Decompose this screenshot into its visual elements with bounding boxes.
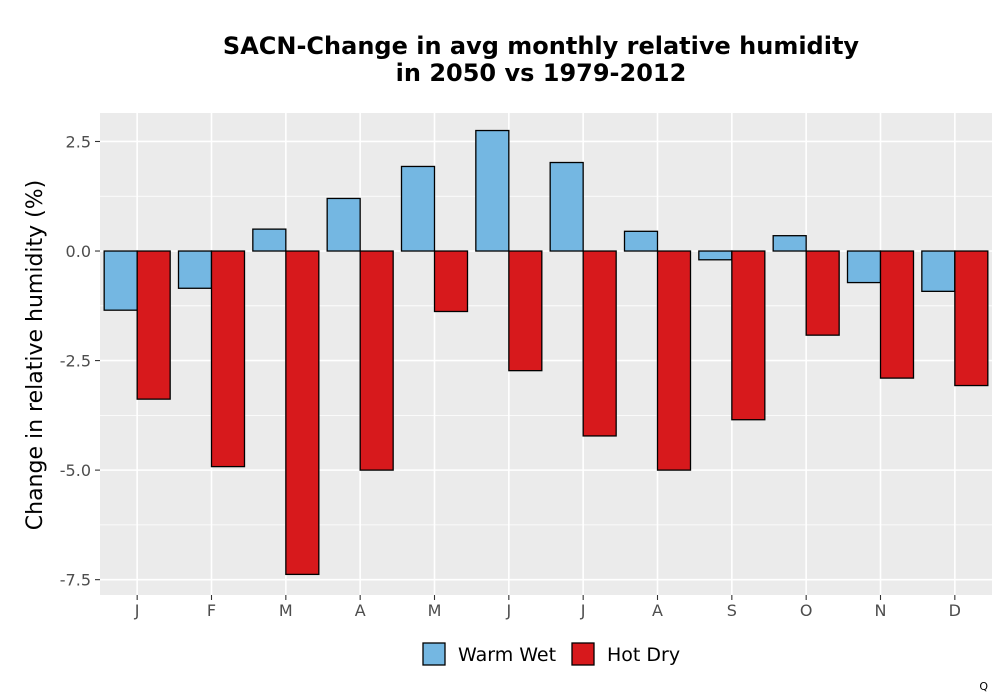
y-tick-label: 2.5 — [66, 132, 91, 151]
legend: Warm Wet Hot Dry — [422, 642, 680, 666]
bar-warm-wet-5 — [475, 129, 510, 252]
bar-warm-wet-4 — [400, 165, 436, 252]
x-tick-label: M — [428, 601, 442, 620]
y-axis-title: Change in relative humidity (%) — [23, 180, 48, 530]
legend-key — [571, 642, 595, 666]
x-tick-label: A — [355, 601, 366, 620]
x-tick-label: J — [134, 601, 140, 620]
x-tick-label: J — [580, 601, 586, 620]
bar-hot-dry-1 — [210, 250, 246, 468]
bar-warm-wet-1 — [177, 250, 213, 289]
chart-title-line-2: in 2050 vs 1979-2012 — [396, 59, 687, 87]
bar-warm-wet-9 — [772, 235, 807, 252]
bar-hot-dry-8 — [731, 250, 766, 421]
grid-minor — [100, 195, 992, 526]
x-tick-label: A — [652, 601, 663, 620]
bar-hot-dry-4 — [433, 250, 469, 313]
x-tick-label: S — [727, 601, 737, 620]
bar-hot-dry-9 — [805, 250, 840, 336]
bar-warm-wet-7 — [623, 230, 659, 252]
bar-warm-wet-8 — [698, 250, 733, 261]
y-tick-label: -5.0 — [60, 461, 91, 480]
x-tick-label: F — [207, 601, 216, 620]
legend-label: Hot Dry — [607, 644, 680, 666]
x-tick-label: O — [800, 601, 813, 620]
bar-warm-wet-0 — [103, 250, 138, 311]
bar-warm-wet-2 — [252, 228, 287, 252]
bar-hot-dry-3 — [359, 250, 394, 471]
legend-key — [422, 642, 446, 666]
x-tick-label: N — [875, 601, 887, 620]
bar-hot-dry-11 — [954, 250, 989, 387]
x-tick-label: D — [949, 601, 961, 620]
corner-mark: Q — [979, 680, 988, 693]
plot-panel — [100, 113, 992, 595]
bar-hot-dry-7 — [656, 250, 692, 471]
bar-warm-wet-3 — [326, 197, 361, 252]
y-tick-label: -7.5 — [60, 571, 91, 590]
y-axis-ticks: 2.5 0.0 -2.5 -5.0 -7.5 — [60, 132, 100, 590]
bar-warm-wet-10 — [846, 250, 882, 284]
chart-title-line-1: SACN-Change in avg monthly relative humi… — [223, 32, 860, 60]
bar-hot-dry-2 — [285, 250, 320, 576]
x-tick-label: M — [279, 601, 293, 620]
bar-hot-dry-0 — [136, 250, 171, 400]
bar-hot-dry-6 — [582, 250, 617, 437]
bar-warm-wet-11 — [921, 250, 956, 292]
bar-warm-wet-6 — [549, 161, 584, 252]
bar-hot-dry-5 — [508, 250, 543, 372]
y-tick-label: 0.0 — [66, 242, 91, 261]
bars — [103, 129, 989, 576]
legend-label: Warm Wet — [458, 644, 556, 666]
bar-hot-dry-10 — [879, 250, 915, 379]
x-tick-label: J — [505, 601, 511, 620]
y-tick-label: -2.5 — [60, 352, 91, 371]
